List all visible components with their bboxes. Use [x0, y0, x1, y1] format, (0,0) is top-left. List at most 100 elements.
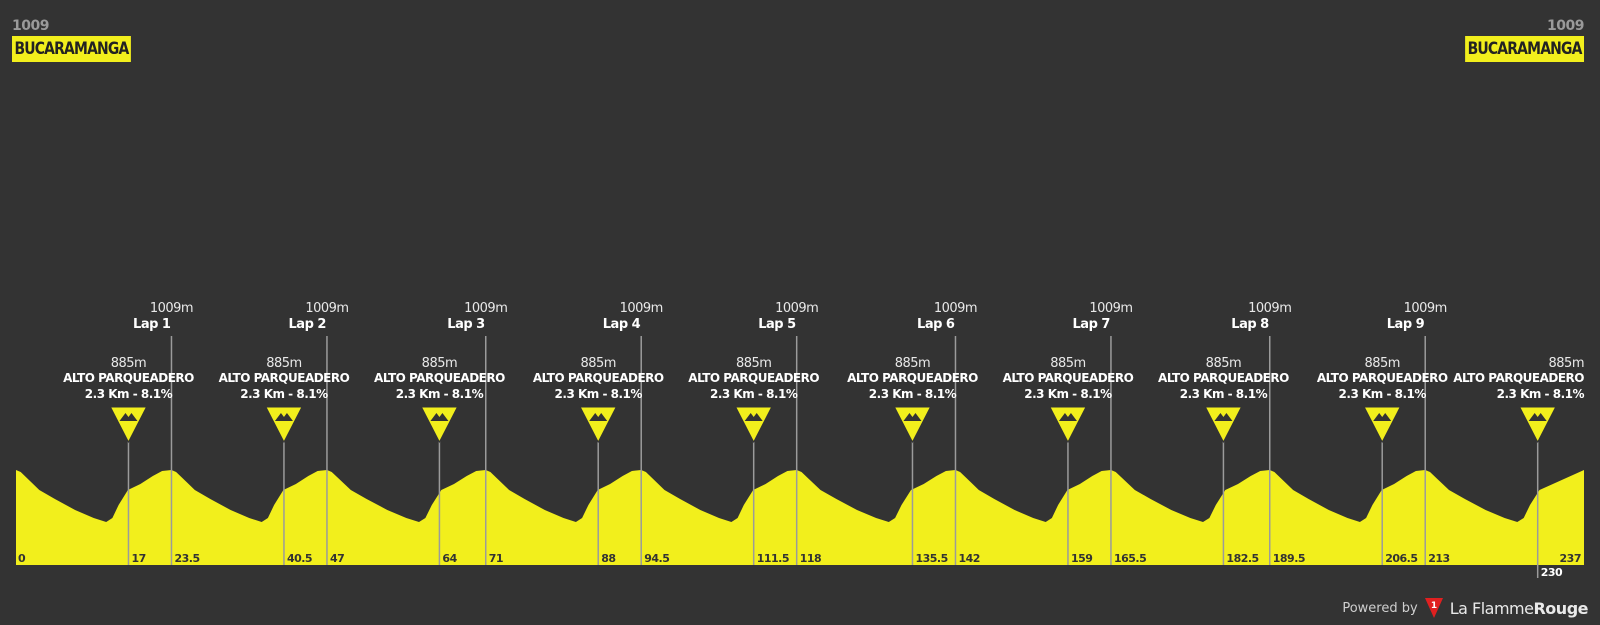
climb-detail: 2.3 Km - 8.1%	[710, 387, 798, 401]
km-tick-label: 118	[800, 552, 821, 565]
lap-label: Lap 1	[133, 317, 171, 332]
climb-altitude: 885m	[736, 356, 771, 371]
lap-label: Lap 2	[289, 317, 326, 332]
km-tick-label: 88	[601, 552, 615, 565]
climb-altitude: 885m	[895, 356, 930, 371]
mountain-triangle-icon	[734, 406, 773, 444]
km-tick-label: 47	[330, 552, 344, 565]
km-tick-label: 182.5	[1226, 552, 1258, 565]
mountain-glyph	[744, 413, 763, 421]
lap-altitude: 1009m	[1248, 301, 1291, 316]
mountain-triangle-icon	[1363, 406, 1402, 444]
mountain-glyph	[119, 413, 138, 421]
lap-altitude: 1009m	[150, 301, 193, 316]
km-tick-label: 159	[1071, 552, 1092, 565]
km-tick-label: 23.5	[174, 552, 199, 565]
mountain-glyph	[1214, 413, 1233, 421]
km-total-label: 237	[1560, 552, 1581, 565]
climb-altitude: 885m	[1549, 356, 1584, 371]
climb-altitude: 885m	[1206, 356, 1241, 371]
elevation-profile-area	[16, 470, 1584, 565]
lap-altitude: 1009m	[464, 301, 507, 316]
climb-detail: 2.3 Km - 8.1%	[240, 387, 328, 401]
climb-detail: 2.3 Km - 8.1%	[1180, 387, 1268, 401]
mountain-glyph	[1528, 413, 1547, 421]
climb-detail: 2.3 Km - 8.1%	[555, 387, 643, 401]
climb-name: ALTO PARQUEADERO	[219, 371, 350, 385]
km-tick-label: 165.5	[1114, 552, 1146, 565]
footer-credit: Powered by 1 La FlammeRouge	[1342, 597, 1588, 619]
lap-altitude: 1009m	[934, 301, 977, 316]
finish-location: 1009 BUCARAMANGA	[1439, 18, 1585, 62]
start-altitude: 1009	[12, 18, 49, 34]
mountain-triangle-icon	[1204, 406, 1243, 444]
start-name: BUCARAMANGA	[12, 36, 131, 62]
climb-name: ALTO PARQUEADERO	[63, 371, 194, 385]
mountain-glyph	[274, 413, 293, 421]
climb-altitude: 885m	[1050, 356, 1085, 371]
lap-label: Lap 9	[1387, 317, 1425, 332]
mountain-glyph	[589, 413, 608, 421]
climb-altitude: 885m	[422, 356, 457, 371]
km-start-label: 0	[18, 552, 26, 565]
climb-name: ALTO PARQUEADERO	[1317, 371, 1448, 385]
lap-altitude: 1009m	[1089, 301, 1132, 316]
finish-altitude: 1009	[1547, 18, 1584, 34]
lap-altitude: 1009m	[305, 301, 348, 316]
km-tick-label: 71	[489, 552, 503, 565]
climb-name: ALTO PARQUEADERO	[1158, 371, 1289, 385]
climb-detail: 2.3 Km - 8.1%	[869, 387, 957, 401]
lap-label: Lap 6	[917, 317, 955, 332]
brand-name-light: La Flamme	[1449, 598, 1534, 618]
start-location: 1009 BUCARAMANGA	[12, 18, 157, 62]
mountain-triangle-icon	[1518, 406, 1557, 444]
km-tick-label: 213	[1428, 552, 1449, 565]
powered-by-label: Powered by	[1342, 600, 1418, 616]
mountain-triangle-icon	[893, 406, 932, 444]
lap-label: Lap 3	[447, 317, 485, 332]
lap-altitude: 1009m	[1404, 301, 1447, 316]
lap-label: Lap 4	[603, 317, 641, 332]
mountain-triangle-icon	[1049, 406, 1087, 444]
lap-label: Lap 5	[758, 317, 796, 332]
lap-altitude: 1009m	[775, 301, 818, 316]
mountain-triangle-icon	[265, 406, 303, 444]
brand-name-bold: Rouge	[1533, 598, 1588, 618]
mountain-glyph	[903, 413, 922, 421]
km-tick-label: 189.5	[1273, 552, 1305, 565]
climb-name: ALTO PARQUEADERO	[374, 371, 505, 385]
climb-detail: 2.3 Km - 8.1%	[85, 387, 173, 401]
km-tick-label: 142	[958, 552, 979, 565]
km-tick-label: 135.5	[915, 552, 947, 565]
lap-label: Lap 8	[1231, 317, 1269, 332]
climb-detail: 2.3 Km - 8.1%	[1024, 387, 1112, 401]
brand-name: La FlammeRouge	[1449, 598, 1589, 618]
km-tick-label: 94.5	[644, 552, 669, 565]
finish-name: BUCARAMANGA	[1465, 36, 1584, 62]
mountain-glyph	[1373, 413, 1392, 421]
climb-altitude: 885m	[1364, 356, 1399, 371]
climb-detail: 2.3 Km - 8.1%	[396, 387, 484, 401]
km-tick-label: 206.5	[1385, 552, 1417, 565]
mountain-triangle-icon	[109, 406, 148, 444]
svg-text:1: 1	[1431, 601, 1437, 611]
mountain-triangle-icon	[579, 406, 618, 444]
climb-altitude: 885m	[266, 356, 301, 371]
km-tick-label: 17	[131, 552, 145, 565]
km-tick-label: 64	[442, 552, 457, 565]
climb-detail: 2.3 Km - 8.1%	[1339, 387, 1427, 401]
climb-name: ALTO PARQUEADERO	[1453, 371, 1584, 385]
climb-altitude: 885m	[580, 356, 615, 371]
climb-altitude: 885m	[111, 356, 146, 371]
km-tick-label: 111.5	[757, 552, 789, 565]
climb-detail: 2.3 Km - 8.1%	[1497, 387, 1585, 401]
km-tick-label: 230	[1541, 566, 1563, 579]
lap-label: Lap 7	[1073, 317, 1111, 332]
climb-name: ALTO PARQUEADERO	[847, 371, 978, 385]
lap-altitude: 1009m	[620, 301, 663, 316]
flamme-rouge-flag-icon: 1	[1424, 598, 1443, 618]
mountain-glyph	[430, 413, 449, 421]
mountain-glyph	[1058, 413, 1077, 421]
climb-name: ALTO PARQUEADERO	[533, 371, 664, 385]
